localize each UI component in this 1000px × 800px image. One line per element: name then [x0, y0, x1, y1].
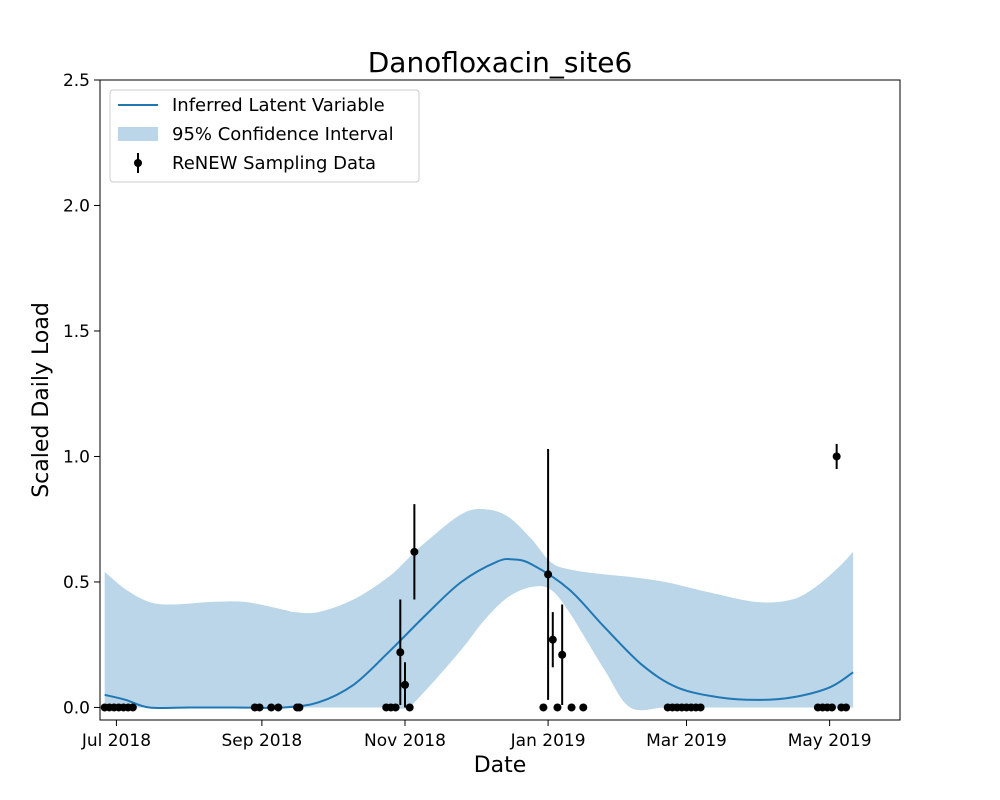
y-tick-label: 1.0 [63, 447, 90, 467]
legend-band-swatch [118, 127, 158, 141]
legend-box [109, 89, 420, 183]
sampling-point [396, 648, 405, 657]
sampling-point [267, 703, 276, 712]
sampling-point [567, 703, 576, 712]
sampling-point [544, 570, 553, 579]
y-axis: 0.0 0.5 1.0 1.5 2.0 2.5 [63, 71, 100, 718]
sampling-point [553, 703, 562, 712]
sampling-point [696, 703, 705, 712]
sampling-data-points [100, 443, 851, 712]
sampling-point [548, 635, 557, 644]
y-tick-label: 0.0 [63, 698, 90, 718]
sampling-point [295, 703, 304, 712]
x-tick-label: Mar 2019 [646, 731, 727, 751]
legend: Inferred Latent Variable 95% Confidence … [109, 89, 420, 183]
sampling-point [558, 650, 567, 659]
plot-frame [99, 79, 901, 721]
plot-area [100, 443, 854, 712]
sampling-point [539, 703, 548, 712]
x-axis: Jul 2018 Sep 2018 Nov 2018 Jan 2019 Mar 2019… [81, 720, 872, 751]
x-axis-label: Date [474, 753, 527, 778]
x-tick-label: Jul 2018 [81, 731, 151, 751]
sampling-point [410, 547, 419, 556]
legend-label-ci: 95% Confidence Interval [172, 124, 394, 145]
sampling-point [391, 703, 400, 712]
x-tick-label: Jan 2019 [510, 731, 586, 751]
chart-title: Danofloxacin_site6 [368, 46, 633, 79]
sampling-point [405, 703, 414, 712]
x-tick-label: Nov 2018 [364, 731, 446, 751]
sampling-point [400, 680, 409, 689]
sampling-point [832, 452, 841, 461]
y-tick-label: 0.5 [63, 573, 90, 593]
x-tick-label: Sep 2018 [222, 731, 303, 751]
confidence-interval-band [104, 509, 854, 711]
y-tick-label: 2.5 [63, 71, 90, 91]
y-tick-label: 1.5 [63, 322, 90, 342]
sampling-point [274, 703, 283, 712]
legend-label-sampling: ReNEW Sampling Data [172, 153, 376, 174]
legend-point-swatch [134, 159, 142, 167]
sampling-point [842, 703, 851, 712]
x-tick-label: May 2019 [788, 731, 872, 751]
sampling-point [255, 703, 264, 712]
y-axis-label: Scaled Daily Load [29, 302, 54, 498]
sampling-point [128, 703, 137, 712]
legend-label-latent: Inferred Latent Variable [172, 95, 385, 116]
latent-variable-line [104, 558, 854, 710]
y-tick-label: 2.0 [63, 196, 90, 216]
sampling-point [579, 703, 588, 712]
sampling-point [827, 703, 836, 712]
